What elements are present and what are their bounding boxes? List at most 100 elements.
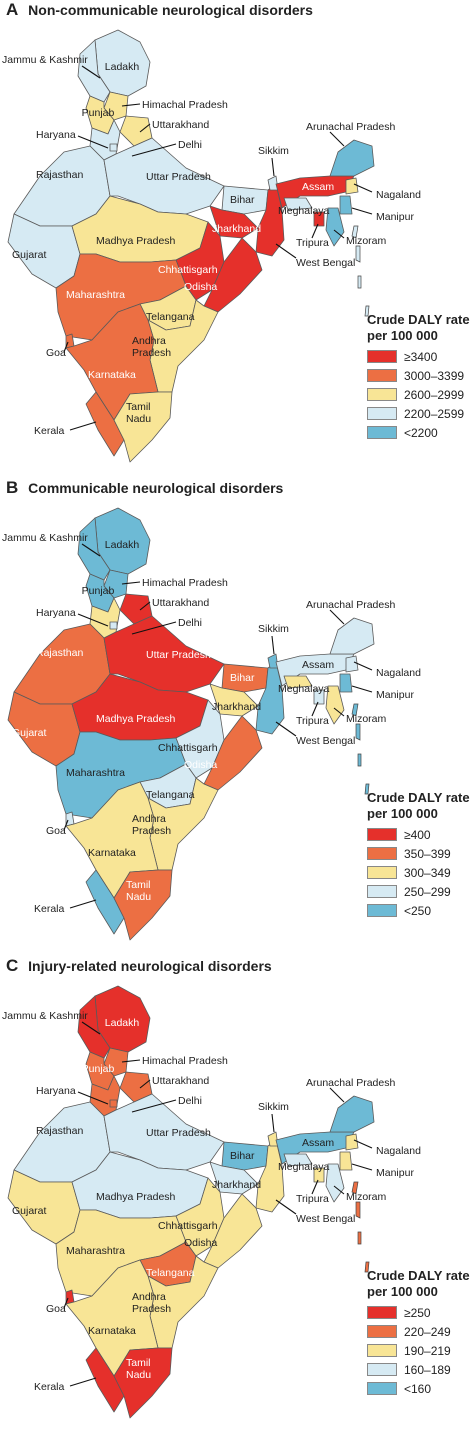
state-label-up: Uttar Pradesh bbox=[146, 649, 211, 661]
legend-title: Crude DALY rate per 100 000 bbox=[367, 790, 470, 821]
leader-line-uk bbox=[139, 1079, 151, 1089]
leader-line-wb bbox=[275, 1199, 297, 1215]
legend-label: 250–299 bbox=[404, 884, 451, 899]
island-3 bbox=[364, 783, 370, 795]
state-label-karnataka: Karnataka bbox=[88, 1325, 136, 1337]
panel-header: B Communicable neurological disorders bbox=[6, 478, 283, 498]
legend-swatch bbox=[367, 828, 397, 841]
legend-swatch bbox=[367, 388, 397, 401]
leader-line-jk bbox=[81, 1021, 101, 1035]
state-label-uk: Uttarakhand bbox=[152, 1075, 209, 1087]
state-label-tn: Tamil Nadu bbox=[126, 879, 151, 903]
legend-item: 2600–2999 bbox=[367, 385, 470, 404]
state-label-tripura: Tripura bbox=[296, 237, 329, 249]
state-label-mizoram: Mizoram bbox=[346, 235, 387, 247]
state-label-meghalaya: Meghalaya bbox=[278, 205, 330, 217]
island-3 bbox=[364, 305, 370, 317]
legend-label: 350–399 bbox=[404, 846, 451, 861]
state-label-maharashtra: Maharashtra bbox=[66, 1245, 125, 1257]
state-label-gujarat: Gujarat bbox=[12, 1205, 47, 1217]
legend-swatch bbox=[367, 885, 397, 898]
state-jk bbox=[77, 517, 111, 581]
state-label-ladakh: Ladakh bbox=[105, 61, 140, 73]
state-arunachal bbox=[329, 617, 375, 655]
leader-line-uk bbox=[139, 123, 151, 133]
legend-swatch bbox=[367, 1382, 397, 1395]
state-arunachal bbox=[329, 139, 375, 177]
state-sikkim bbox=[267, 1131, 279, 1147]
leader-line-wb bbox=[275, 721, 297, 737]
state-label-maharashtra: Maharashtra bbox=[66, 289, 125, 301]
state-sikkim bbox=[267, 175, 279, 191]
state-label-manipur: Manipur bbox=[376, 689, 414, 701]
state-label-bihar: Bihar bbox=[230, 672, 255, 684]
leader-line-goa bbox=[63, 341, 69, 353]
panel-title: Non-communicable neurological disorders bbox=[28, 2, 313, 18]
leader-line-nagaland bbox=[353, 1139, 373, 1149]
state-label-hp: Himachal Pradesh bbox=[142, 99, 228, 111]
state-label-hp: Himachal Pradesh bbox=[142, 1055, 228, 1067]
legend-swatch bbox=[367, 407, 397, 420]
legend-label: 220–249 bbox=[404, 1324, 451, 1339]
state-label-arunachal: Arunachal Pradesh bbox=[306, 1077, 395, 1089]
island-0 bbox=[351, 703, 359, 717]
india-map: Ladakh Punjab Rajasthan Uttar Pradesh Bihar A… bbox=[2, 29, 421, 463]
panel-letter: A bbox=[6, 0, 19, 19]
state-label-ladakh: Ladakh bbox=[105, 1017, 140, 1029]
state-label-mp: Madhya Pradesh bbox=[96, 1191, 176, 1203]
leader-line-sikkim bbox=[271, 1113, 275, 1133]
state-manipur bbox=[339, 195, 353, 215]
state-tn bbox=[113, 391, 173, 463]
panel-c: C Injury-related neurological disorders … bbox=[0, 956, 474, 1434]
legend-label: ≥3400 bbox=[404, 349, 438, 364]
state-label-goa: Goa bbox=[46, 1303, 66, 1315]
state-label-haryana: Haryana bbox=[36, 129, 76, 141]
state-label-assam: Assam bbox=[302, 181, 334, 193]
leader-line-wb bbox=[275, 243, 297, 259]
island-0 bbox=[351, 1181, 359, 1195]
state-label-kerala: Kerala bbox=[34, 903, 65, 915]
leader-line-goa bbox=[63, 819, 69, 831]
state-manipur bbox=[339, 1151, 353, 1171]
legend-label: 3000–3399 bbox=[404, 368, 465, 383]
leader-line-uk bbox=[139, 601, 151, 611]
legend-item: ≥3400 bbox=[367, 347, 470, 366]
leader-line-mizoram bbox=[333, 229, 345, 239]
legend-swatch bbox=[367, 1325, 397, 1338]
state-mizoram bbox=[325, 207, 345, 247]
legend-title: Crude DALY rate per 100 000 bbox=[367, 1268, 470, 1299]
state-nagaland bbox=[345, 1133, 359, 1151]
panel-title: Communicable neurological disorders bbox=[28, 480, 284, 496]
panel-letter: C bbox=[6, 956, 19, 975]
legend-label: 2600–2999 bbox=[404, 387, 465, 402]
island-1 bbox=[355, 723, 361, 741]
legend-swatch bbox=[367, 1363, 397, 1376]
legend-item: 2200–2599 bbox=[367, 404, 470, 423]
state-label-rajasthan: Rajasthan bbox=[36, 169, 83, 181]
state-label-tripura: Tripura bbox=[296, 715, 329, 727]
state-nagaland bbox=[345, 177, 359, 195]
state-label-chhattisgarh: Chhattisgarh bbox=[158, 1220, 218, 1232]
legend: Crude DALY rate per 100 000 ≥400 350–399 300… bbox=[367, 790, 470, 920]
state-label-delhi: Delhi bbox=[178, 1095, 202, 1107]
state-jk bbox=[77, 39, 111, 103]
leader-line-arunachal bbox=[329, 609, 345, 625]
state-wb bbox=[255, 1139, 285, 1213]
leader-line-sikkim bbox=[271, 157, 275, 177]
state-arunachal bbox=[329, 1095, 375, 1133]
leader-line-nagaland bbox=[353, 661, 373, 671]
legend-label: <250 bbox=[404, 903, 432, 918]
state-tn bbox=[113, 1347, 173, 1419]
legend-swatch bbox=[367, 369, 397, 382]
state-delhi bbox=[109, 621, 118, 630]
island-1 bbox=[355, 1201, 361, 1219]
state-delhi bbox=[109, 1099, 118, 1108]
legend-item: 190–219 bbox=[367, 1341, 470, 1360]
state-label-nagaland: Nagaland bbox=[376, 189, 421, 201]
state-label-mp: Madhya Pradesh bbox=[96, 713, 176, 725]
state-label-maharashtra: Maharashtra bbox=[66, 767, 125, 779]
state-label-arunachal: Arunachal Pradesh bbox=[306, 599, 395, 611]
state-label-meghalaya: Meghalaya bbox=[278, 1161, 330, 1173]
state-label-mizoram: Mizoram bbox=[346, 1191, 387, 1203]
